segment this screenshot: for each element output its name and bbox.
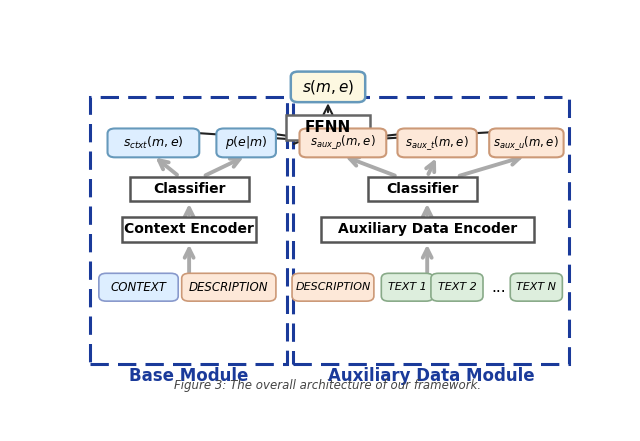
Text: DESCRIPTION: DESCRIPTION [295, 282, 371, 292]
Text: TEXT N: TEXT N [516, 282, 556, 292]
Text: $s(m, e)$: $s(m, e)$ [301, 78, 355, 96]
FancyBboxPatch shape [99, 273, 178, 301]
FancyBboxPatch shape [489, 128, 564, 157]
Text: Figure 3: The overall architecture of our framework.: Figure 3: The overall architecture of ou… [175, 378, 481, 392]
FancyBboxPatch shape [431, 273, 483, 301]
Bar [321, 217, 534, 242]
Text: $s_{aux\_t}(m, e)$: $s_{aux\_t}(m, e)$ [405, 134, 469, 152]
Text: Auxiliary Data Encoder: Auxiliary Data Encoder [337, 223, 517, 236]
FancyBboxPatch shape [216, 128, 276, 157]
Bar [129, 176, 248, 201]
FancyBboxPatch shape [381, 273, 433, 301]
Bar [122, 217, 256, 242]
FancyBboxPatch shape [397, 128, 477, 157]
Text: $p(e|m)$: $p(e|m)$ [225, 135, 268, 151]
Text: CONTEXT: CONTEXT [111, 281, 166, 294]
FancyBboxPatch shape [300, 128, 387, 157]
Text: Context Encoder: Context Encoder [124, 223, 254, 236]
Text: ...: ... [492, 280, 506, 295]
Bar [90, 97, 287, 364]
FancyBboxPatch shape [291, 71, 365, 102]
Bar [293, 97, 568, 364]
Text: Classifier: Classifier [386, 182, 458, 196]
Text: FFNN: FFNN [305, 120, 351, 135]
Text: TEXT 2: TEXT 2 [438, 282, 476, 292]
Bar [367, 176, 477, 201]
Text: $s_{aux\_u}(m, e)$: $s_{aux\_u}(m, e)$ [493, 134, 559, 152]
FancyBboxPatch shape [292, 273, 374, 301]
Text: Base Module: Base Module [129, 366, 248, 385]
Text: TEXT 1: TEXT 1 [388, 282, 427, 292]
Text: $s_{ctxt}(m, e)$: $s_{ctxt}(m, e)$ [123, 135, 184, 151]
FancyBboxPatch shape [182, 273, 276, 301]
Bar [286, 115, 370, 140]
FancyBboxPatch shape [108, 128, 199, 157]
Text: Classifier: Classifier [153, 182, 225, 196]
Text: DESCRIPTION: DESCRIPTION [189, 281, 269, 294]
Text: $s_{aux\_p}(m, e)$: $s_{aux\_p}(m, e)$ [310, 134, 376, 152]
FancyBboxPatch shape [510, 273, 563, 301]
Text: Auxiliary Data Module: Auxiliary Data Module [328, 366, 534, 385]
